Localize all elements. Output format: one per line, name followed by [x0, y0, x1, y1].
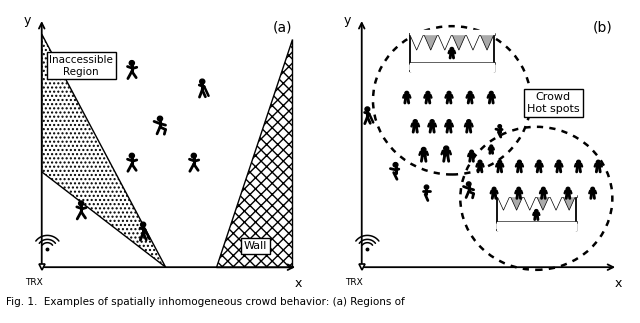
Circle shape [490, 145, 493, 148]
Text: Wall: Wall [244, 241, 268, 251]
Circle shape [478, 160, 482, 164]
Text: Inaccessible
Region: Inaccessible Region [49, 55, 113, 77]
Polygon shape [536, 164, 541, 168]
Polygon shape [541, 191, 546, 194]
Text: Fig. 1.  Examples of spatially inhomogeneous crowd behavior: (a) Regions of: Fig. 1. Examples of spatially inhomogene… [6, 297, 405, 307]
Circle shape [490, 91, 493, 95]
Circle shape [129, 61, 134, 66]
Circle shape [79, 201, 84, 206]
Circle shape [191, 153, 196, 158]
Polygon shape [424, 34, 438, 50]
Text: (a): (a) [273, 21, 292, 35]
Polygon shape [550, 196, 563, 210]
Circle shape [129, 153, 134, 158]
Polygon shape [497, 164, 502, 168]
Polygon shape [517, 164, 522, 168]
Circle shape [498, 160, 502, 164]
Polygon shape [429, 123, 435, 128]
Circle shape [157, 116, 163, 121]
Polygon shape [489, 95, 494, 99]
Circle shape [470, 150, 474, 154]
Text: x: x [294, 276, 301, 290]
Polygon shape [446, 123, 452, 128]
Text: y: y [24, 14, 31, 27]
Circle shape [518, 160, 522, 164]
Polygon shape [426, 95, 431, 99]
Circle shape [141, 222, 146, 227]
Circle shape [492, 187, 496, 191]
Polygon shape [468, 95, 473, 99]
Circle shape [424, 185, 429, 189]
Polygon shape [469, 154, 474, 157]
Polygon shape [447, 95, 452, 99]
Polygon shape [534, 213, 538, 216]
Polygon shape [449, 51, 454, 54]
Circle shape [537, 160, 541, 164]
Circle shape [413, 120, 417, 123]
Polygon shape [497, 196, 510, 210]
Polygon shape [596, 164, 601, 168]
Circle shape [557, 160, 561, 164]
Polygon shape [410, 34, 424, 50]
Circle shape [447, 91, 451, 95]
Polygon shape [420, 152, 427, 156]
Polygon shape [216, 39, 292, 267]
Polygon shape [523, 196, 536, 210]
Circle shape [591, 187, 595, 191]
Polygon shape [466, 123, 472, 128]
Circle shape [467, 120, 471, 123]
Polygon shape [536, 196, 550, 210]
Circle shape [577, 160, 580, 164]
Circle shape [444, 146, 449, 151]
Circle shape [566, 187, 570, 191]
Polygon shape [576, 164, 581, 168]
Polygon shape [490, 148, 493, 150]
Polygon shape [466, 34, 480, 50]
Text: TRX: TRX [25, 278, 43, 287]
Polygon shape [480, 34, 494, 50]
Polygon shape [438, 34, 452, 50]
Circle shape [421, 148, 426, 152]
Polygon shape [42, 34, 166, 267]
Circle shape [468, 91, 472, 95]
Text: Crowd
Hot spots: Crowd Hot spots [527, 92, 580, 114]
Polygon shape [566, 191, 570, 194]
Polygon shape [477, 164, 483, 168]
Circle shape [467, 182, 471, 186]
Circle shape [365, 107, 370, 111]
Circle shape [405, 91, 409, 95]
Polygon shape [404, 95, 410, 99]
Circle shape [200, 79, 205, 84]
Polygon shape [556, 164, 561, 168]
Polygon shape [563, 196, 576, 210]
Circle shape [450, 47, 454, 51]
Circle shape [426, 91, 430, 95]
Polygon shape [590, 191, 595, 194]
Polygon shape [443, 151, 450, 156]
Polygon shape [510, 196, 523, 210]
Text: TRX: TRX [345, 278, 363, 287]
Circle shape [393, 162, 398, 167]
Circle shape [541, 187, 545, 191]
Polygon shape [412, 123, 418, 128]
Circle shape [534, 210, 538, 213]
Circle shape [517, 187, 520, 191]
Text: (b): (b) [593, 21, 612, 35]
Circle shape [498, 125, 502, 128]
Polygon shape [452, 34, 466, 50]
Text: x: x [614, 276, 621, 290]
Circle shape [447, 120, 451, 123]
Circle shape [430, 120, 434, 123]
Polygon shape [516, 191, 521, 194]
Polygon shape [492, 191, 497, 194]
Circle shape [596, 160, 600, 164]
Text: y: y [344, 14, 351, 27]
